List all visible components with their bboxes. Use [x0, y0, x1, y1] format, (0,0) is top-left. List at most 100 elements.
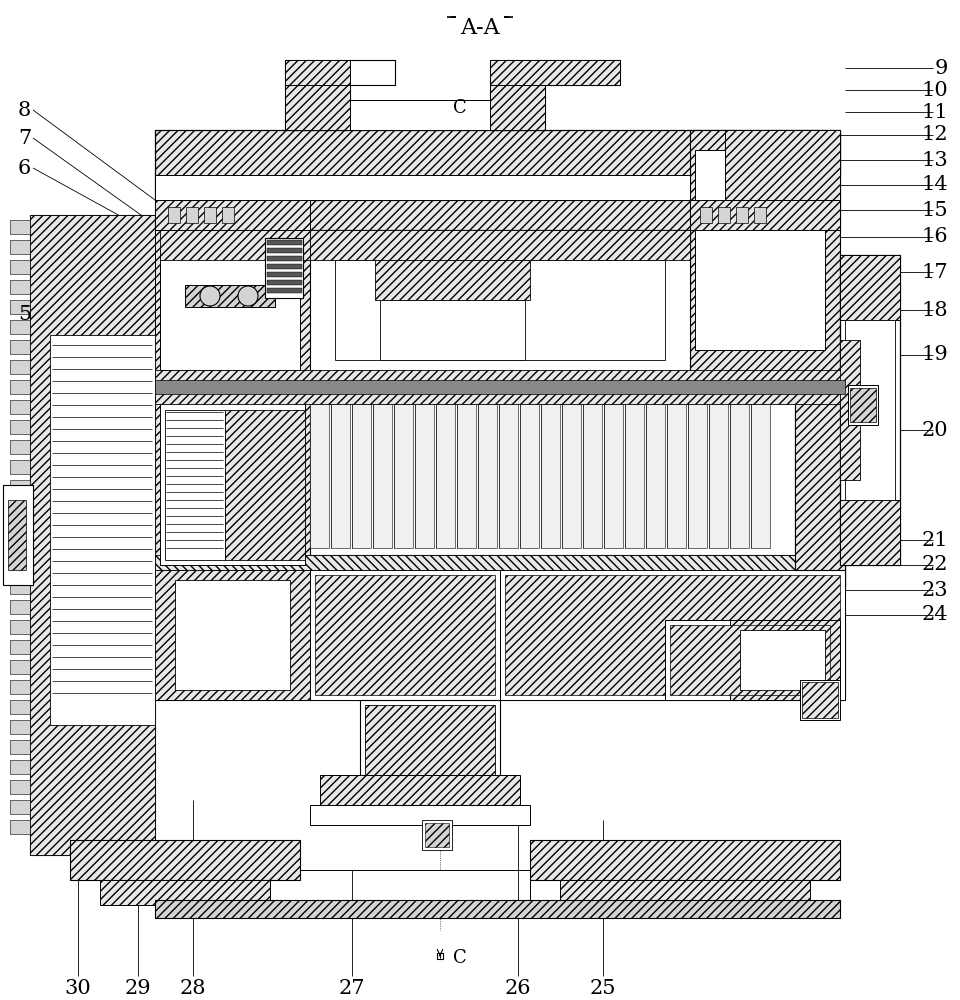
Bar — [709, 400, 728, 548]
Bar — [100, 880, 270, 905]
Polygon shape — [285, 85, 350, 130]
Bar — [845, 320, 895, 500]
Bar — [436, 400, 455, 548]
Bar — [437, 953, 443, 959]
Bar — [222, 207, 234, 223]
Polygon shape — [310, 570, 500, 700]
Bar — [155, 900, 840, 918]
Bar — [840, 340, 860, 480]
Polygon shape — [365, 705, 495, 775]
Bar — [10, 400, 33, 414]
Polygon shape — [310, 230, 690, 260]
Polygon shape — [375, 260, 530, 300]
Text: 10: 10 — [922, 81, 948, 100]
Bar — [800, 680, 840, 720]
Text: C: C — [453, 949, 467, 967]
Polygon shape — [155, 230, 310, 387]
Bar — [305, 395, 795, 555]
Polygon shape — [840, 255, 900, 320]
Text: 19: 19 — [922, 346, 948, 364]
Bar — [360, 700, 500, 780]
Polygon shape — [315, 575, 495, 695]
Bar — [160, 400, 305, 565]
Bar — [10, 300, 33, 314]
Bar — [415, 400, 434, 548]
Bar — [185, 285, 275, 307]
Polygon shape — [155, 387, 845, 400]
Bar — [10, 800, 33, 814]
Polygon shape — [267, 272, 302, 277]
Text: 28: 28 — [180, 978, 206, 998]
Bar — [695, 150, 825, 350]
Bar — [736, 207, 748, 223]
Bar — [265, 238, 303, 298]
Text: 11: 11 — [922, 103, 948, 121]
Bar — [3, 485, 33, 585]
Bar — [10, 700, 33, 714]
Polygon shape — [730, 620, 840, 700]
Text: 22: 22 — [922, 556, 948, 574]
Bar — [10, 320, 33, 334]
Polygon shape — [267, 240, 302, 245]
Polygon shape — [490, 60, 620, 130]
Bar — [310, 805, 530, 825]
Bar — [10, 520, 33, 534]
Bar — [373, 400, 392, 548]
Bar — [730, 400, 749, 548]
Bar — [520, 400, 539, 548]
Bar — [10, 680, 33, 694]
Bar — [335, 260, 665, 360]
Polygon shape — [155, 570, 310, 700]
Polygon shape — [155, 387, 310, 570]
Text: 12: 12 — [922, 125, 948, 144]
Bar — [646, 400, 665, 548]
Polygon shape — [267, 248, 302, 253]
Bar — [850, 388, 876, 422]
Bar — [165, 410, 225, 560]
Bar — [478, 400, 497, 548]
Polygon shape — [155, 570, 845, 620]
Bar — [10, 440, 33, 454]
Text: 25: 25 — [589, 978, 616, 998]
Bar — [10, 560, 33, 574]
Text: 14: 14 — [922, 176, 948, 194]
Bar — [10, 380, 33, 394]
Bar — [204, 207, 216, 223]
Text: 6: 6 — [18, 158, 32, 178]
Bar — [10, 780, 33, 794]
Bar — [320, 775, 520, 805]
Bar — [155, 370, 845, 404]
Bar — [10, 240, 33, 254]
Bar — [10, 580, 33, 594]
Polygon shape — [267, 288, 302, 293]
Polygon shape — [155, 175, 840, 230]
Polygon shape — [490, 85, 545, 130]
Bar — [310, 230, 690, 387]
Text: 27: 27 — [339, 978, 365, 998]
Text: A-A: A-A — [460, 17, 500, 39]
Bar — [562, 400, 581, 548]
Circle shape — [200, 286, 220, 306]
Polygon shape — [225, 410, 305, 560]
Bar — [310, 400, 329, 548]
Bar — [670, 625, 830, 695]
Bar — [10, 220, 33, 234]
Bar — [352, 400, 371, 548]
Bar — [160, 395, 305, 565]
Bar — [665, 620, 835, 700]
Bar — [155, 387, 845, 587]
Polygon shape — [155, 200, 310, 230]
Bar — [437, 113, 443, 119]
Text: 5: 5 — [18, 306, 32, 324]
Bar — [718, 207, 730, 223]
Bar — [30, 215, 155, 855]
Bar — [160, 250, 300, 370]
Text: C: C — [453, 99, 467, 117]
Bar — [186, 207, 198, 223]
Bar — [50, 335, 155, 725]
Bar — [10, 720, 33, 734]
Bar — [8, 500, 26, 570]
Bar — [425, 823, 449, 847]
Bar — [740, 630, 825, 690]
Polygon shape — [490, 60, 620, 85]
